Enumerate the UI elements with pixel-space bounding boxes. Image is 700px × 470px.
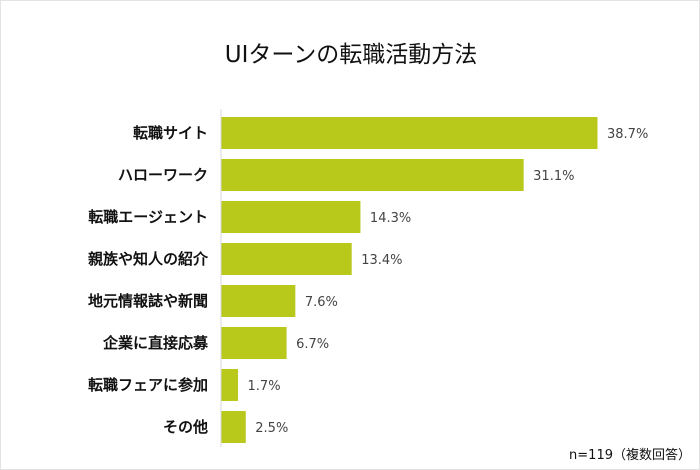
value-label: 31.1% [533,169,574,184]
bar [221,411,246,443]
category-label: 転職フェアに参加 [88,376,208,394]
value-label: 6.7% [296,337,329,352]
bar [221,159,524,191]
value-label: 13.4% [361,253,402,268]
value-label: 7.6% [305,295,338,310]
value-label: 2.5% [255,421,288,436]
category-label: 転職エージェント [88,208,208,226]
bar [221,327,287,359]
bar [221,285,296,317]
category-label: 地元情報誌や新聞 [88,292,208,310]
bar [221,243,352,275]
value-label: 1.7% [248,379,281,394]
value-label: 14.3% [370,211,411,226]
category-label: その他 [163,418,208,436]
category-label: 親族や知人の紹介 [88,250,209,268]
value-label: 38.7% [607,127,648,142]
category-label: 企業に直接応募 [102,334,209,352]
bar [221,117,598,149]
sample-note: n=119（複数回答） [569,448,691,463]
bar [221,201,361,233]
bar [221,369,239,401]
category-label: 転職サイト [133,124,208,142]
chart-title: UIターンの転職活動方法 [224,42,478,68]
category-label: ハローワーク [118,166,208,184]
